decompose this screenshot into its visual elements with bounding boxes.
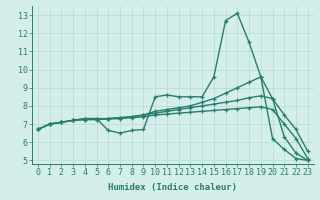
X-axis label: Humidex (Indice chaleur): Humidex (Indice chaleur) [108, 183, 237, 192]
